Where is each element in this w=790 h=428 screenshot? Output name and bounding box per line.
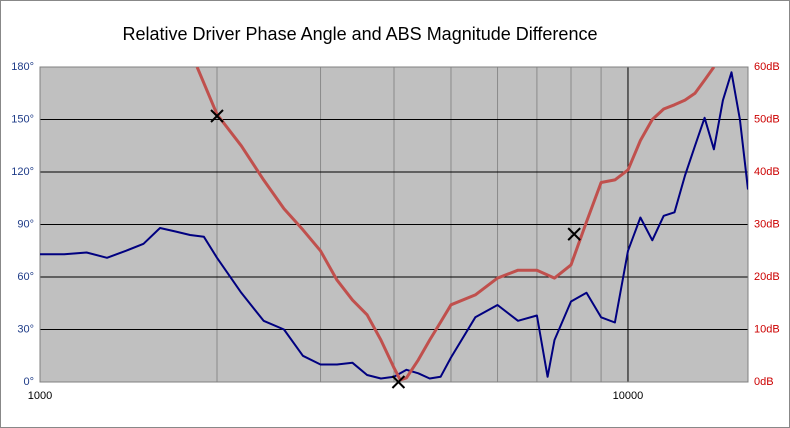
y-tick-label: 150° [11,113,34,125]
y-tick-label: 120° [11,166,34,178]
y2-tick-label: 50dB [754,113,780,125]
cross-marker [391,375,406,389]
series-line [40,71,748,380]
plot-border [39,66,749,383]
y-tick-label: 30° [17,323,34,335]
cross-marker [210,109,224,123]
y-tick-label: 180° [11,61,34,73]
x-tick-label: 1000 [28,390,52,402]
x-tick-label: 10000 [613,390,644,402]
y2-tick-label: 10dB [754,323,780,335]
cross-marker [567,227,581,241]
y2-tick-label: 30dB [754,218,780,230]
y-tick-label: 0° [23,376,34,388]
series-line [195,67,716,382]
y2-tick-label: 60dB [754,61,780,73]
y-tick-label: 90° [17,218,34,230]
y2-tick-label: 0dB [754,376,774,388]
y2-tick-label: 20dB [754,271,780,283]
y2-tick-label: 40dB [754,166,780,178]
y-tick-label: 60° [17,271,34,283]
chart-title: Relative Driver Phase Angle and ABS Magn… [123,24,598,44]
